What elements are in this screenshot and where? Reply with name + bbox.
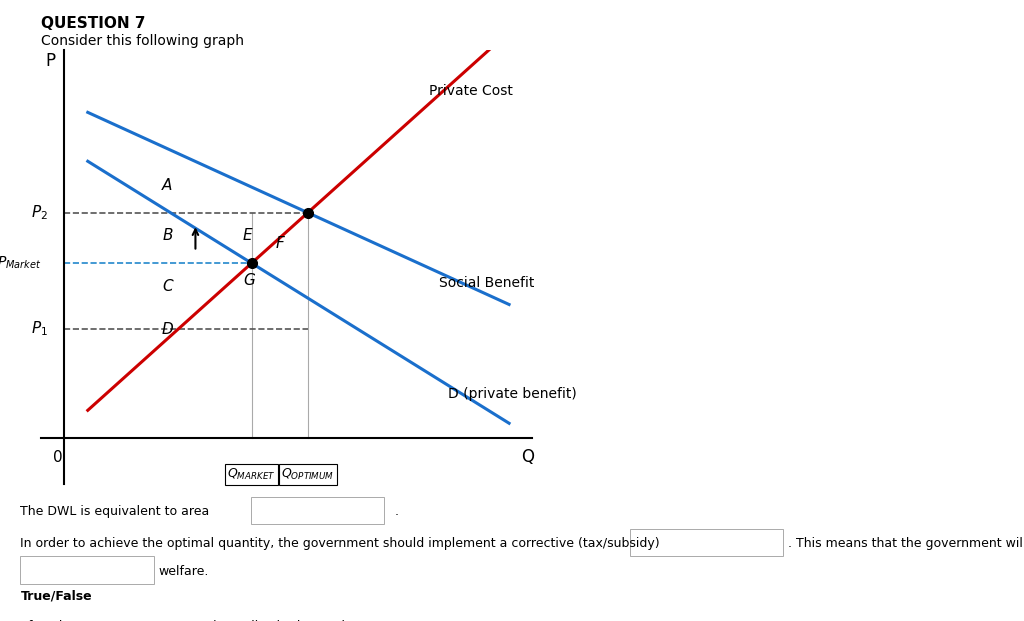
Text: welfare.: welfare. [159,565,209,578]
Text: . This means that the government will (lose/gain): . This means that the government will (l… [788,538,1024,550]
Text: Consider this following graph: Consider this following graph [41,34,244,48]
Text: E: E [242,229,252,243]
Text: QUESTION 7: QUESTION 7 [41,16,145,30]
Text: Q: Q [521,448,535,466]
Text: F: F [275,236,284,252]
Text: A: A [162,178,172,193]
Text: $Q_{MARKET}$: $Q_{MARKET}$ [227,467,275,482]
Text: D (private benefit): D (private benefit) [449,388,577,401]
FancyBboxPatch shape [251,497,384,524]
Text: True/False: True/False [20,590,92,602]
Text: B: B [162,229,173,243]
FancyBboxPatch shape [20,556,154,584]
FancyBboxPatch shape [630,529,783,556]
Text: $Q_{OPTIMUM}$: $Q_{OPTIMUM}$ [282,467,335,482]
Text: .: . [394,505,398,518]
Text: $P_2$: $P_2$ [31,203,48,222]
Text: 0: 0 [52,450,62,465]
Text: $P_1$: $P_1$ [31,320,48,338]
Text: In order to achieve the optimal quantity, the government should implement a corr: In order to achieve the optimal quantity… [20,538,660,550]
Text: C: C [162,279,173,294]
Text: G: G [244,273,255,288]
Text: D: D [162,322,173,337]
Text: Social Benefit: Social Benefit [439,276,535,291]
Text: P: P [45,52,55,70]
Text: The DWL is equivalent to area: The DWL is equivalent to area [20,505,210,518]
Text: $P_{Market}$: $P_{Market}$ [0,255,41,271]
Text: Private Cost: Private Cost [429,84,513,97]
